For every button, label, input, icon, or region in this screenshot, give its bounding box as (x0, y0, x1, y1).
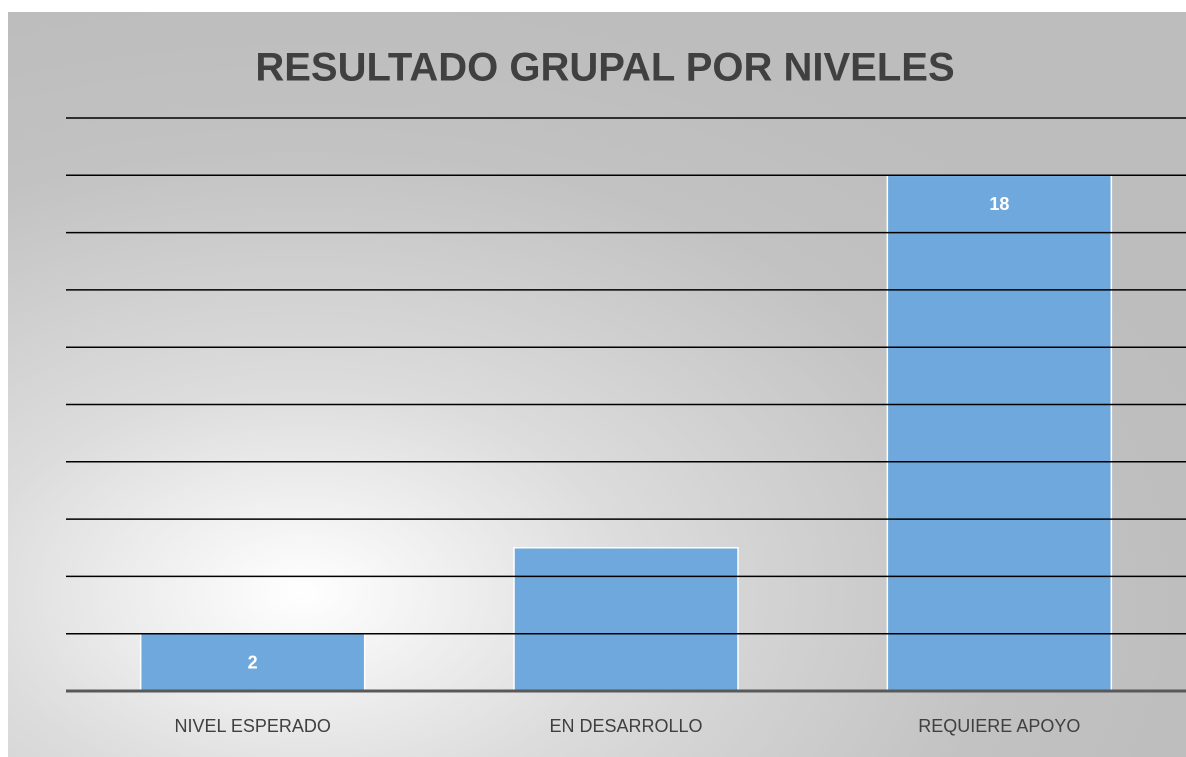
chart-title: RESULTADO GRUPAL POR NIVELES (255, 46, 954, 90)
data-label: 18 (989, 194, 1009, 214)
bar (513, 547, 739, 692)
x-tick-label: NIVEL ESPERADO (174, 716, 330, 736)
x-tick-label: EN DESARROLLO (549, 716, 702, 736)
data-label: 2 (248, 652, 258, 672)
bar (139, 632, 366, 692)
bar (886, 174, 1113, 692)
x-tick-label: REQUIERE APOYO (918, 716, 1080, 736)
